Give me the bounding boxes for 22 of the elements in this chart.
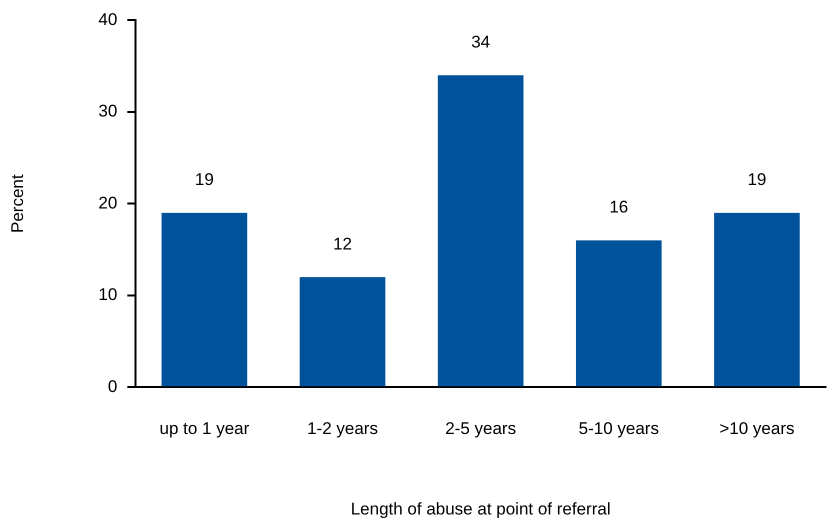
y-tick-label: 10 (98, 285, 118, 304)
data-label: 12 (333, 234, 352, 254)
x-tick-label: 2-5 years (445, 419, 516, 438)
bar (714, 212, 800, 386)
bar (162, 212, 248, 386)
y-tick-label: 40 (98, 10, 118, 29)
x-tick-label: >10 years (719, 419, 794, 438)
y-tick-label: 0 (108, 376, 118, 396)
x-tick-label: up to 1 year (159, 419, 250, 438)
bar (300, 277, 386, 386)
bar (576, 240, 662, 386)
data-label: 16 (609, 198, 628, 217)
data-label: 34 (471, 32, 490, 52)
data-label: 19 (194, 170, 214, 190)
x-axis-title: Length of abuse at point of referral (350, 499, 611, 518)
x-tick-label: 1-2 years (307, 419, 378, 438)
bar (438, 75, 524, 386)
y-tick-label: 20 (98, 193, 118, 212)
x-tick-label: 5-10 years (578, 419, 659, 438)
y-tick-label: 30 (98, 102, 118, 121)
y-axis-title: Percent (8, 174, 27, 233)
data-label: 19 (747, 170, 766, 190)
